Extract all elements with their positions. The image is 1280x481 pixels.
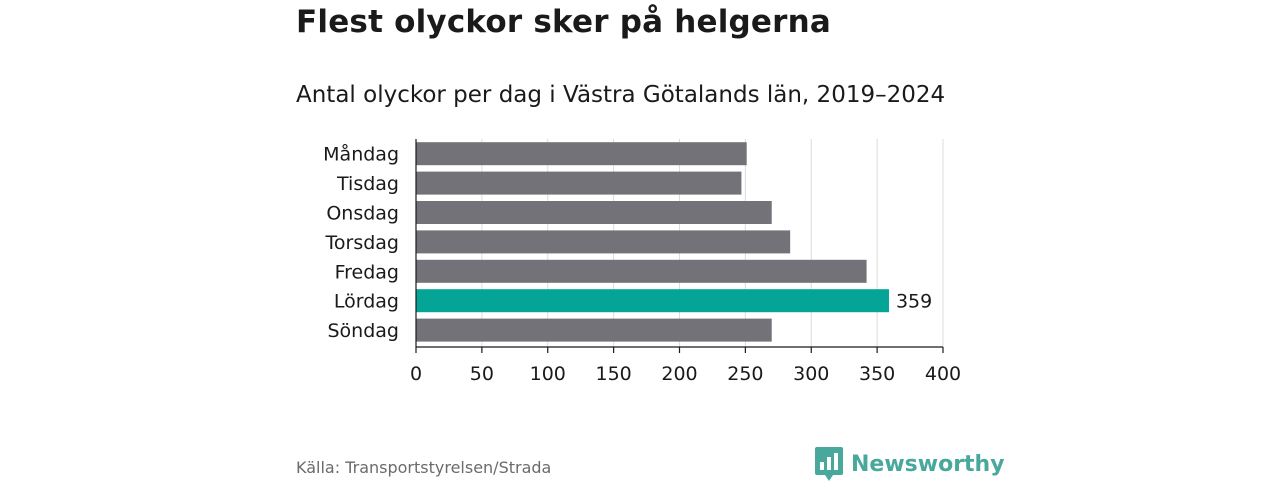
category-label: Måndag — [323, 143, 399, 166]
bar-onsdag — [416, 201, 772, 224]
x-tick-label: 50 — [470, 363, 494, 385]
bar-torsdag — [416, 230, 791, 254]
x-tick-label: 400 — [925, 363, 961, 385]
chart-subtitle: Antal olyckor per dag i Västra Götalands… — [296, 82, 946, 108]
category-label: Tisdag — [336, 173, 399, 195]
x-tick-label: 0 — [410, 363, 422, 385]
category-label: Lördag — [334, 291, 399, 313]
bar-söndag — [416, 318, 772, 342]
bars — [416, 142, 889, 342]
bar-lördag — [416, 289, 889, 313]
bar-tisdag — [416, 171, 742, 195]
x-tick-label: 150 — [595, 363, 631, 385]
bar-fredag — [416, 259, 867, 283]
category-label: Torsdag — [325, 232, 399, 254]
bar-måndag — [416, 142, 747, 166]
category-label: Söndag — [328, 320, 400, 342]
category-label: Onsdag — [326, 203, 399, 225]
bar-chart-speech-bubble-icon — [815, 447, 843, 481]
x-tick-label: 250 — [727, 363, 763, 385]
bar-chart: Måndag Tisdag Onsdag Torsdag Fredag Lördag 359… — [323, 139, 961, 385]
data-label: 359 — [896, 291, 932, 313]
x-tick-label: 100 — [530, 363, 566, 385]
x-tick-label: 200 — [661, 363, 697, 385]
x-axis: 0 50 100 150 200 250 300 350 400 — [410, 139, 961, 385]
category-labels: Måndag Tisdag Onsdag Torsdag Fredag Lördag 359… — [323, 143, 932, 342]
x-tick-label: 300 — [793, 363, 829, 385]
brand-name: Newsworthy — [851, 451, 1005, 477]
source-note: Källa: Transportstyrelsen/Strada — [296, 458, 552, 477]
x-tick-label: 350 — [859, 363, 895, 385]
chart-title: Flest olyckor sker på helgerna — [296, 4, 832, 40]
category-label: Fredag — [335, 261, 399, 283]
brand-logo: Newsworthy — [815, 447, 1005, 481]
